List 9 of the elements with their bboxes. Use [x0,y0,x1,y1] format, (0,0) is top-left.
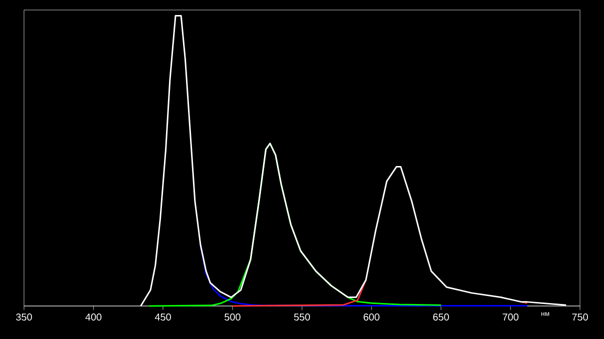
x-tick-label: 500 [224,314,240,321]
x-tick-label: 400 [85,314,102,321]
x-tick-label: 350 [16,314,32,321]
x-tick-label: 450 [154,314,171,321]
x-tick-label: 650 [433,314,449,321]
x-tick-label: 600 [364,314,380,321]
x-tick-label: 700 [502,314,518,321]
x-tick-label: 750 [572,314,588,321]
x-tick-label: 550 [294,314,310,321]
